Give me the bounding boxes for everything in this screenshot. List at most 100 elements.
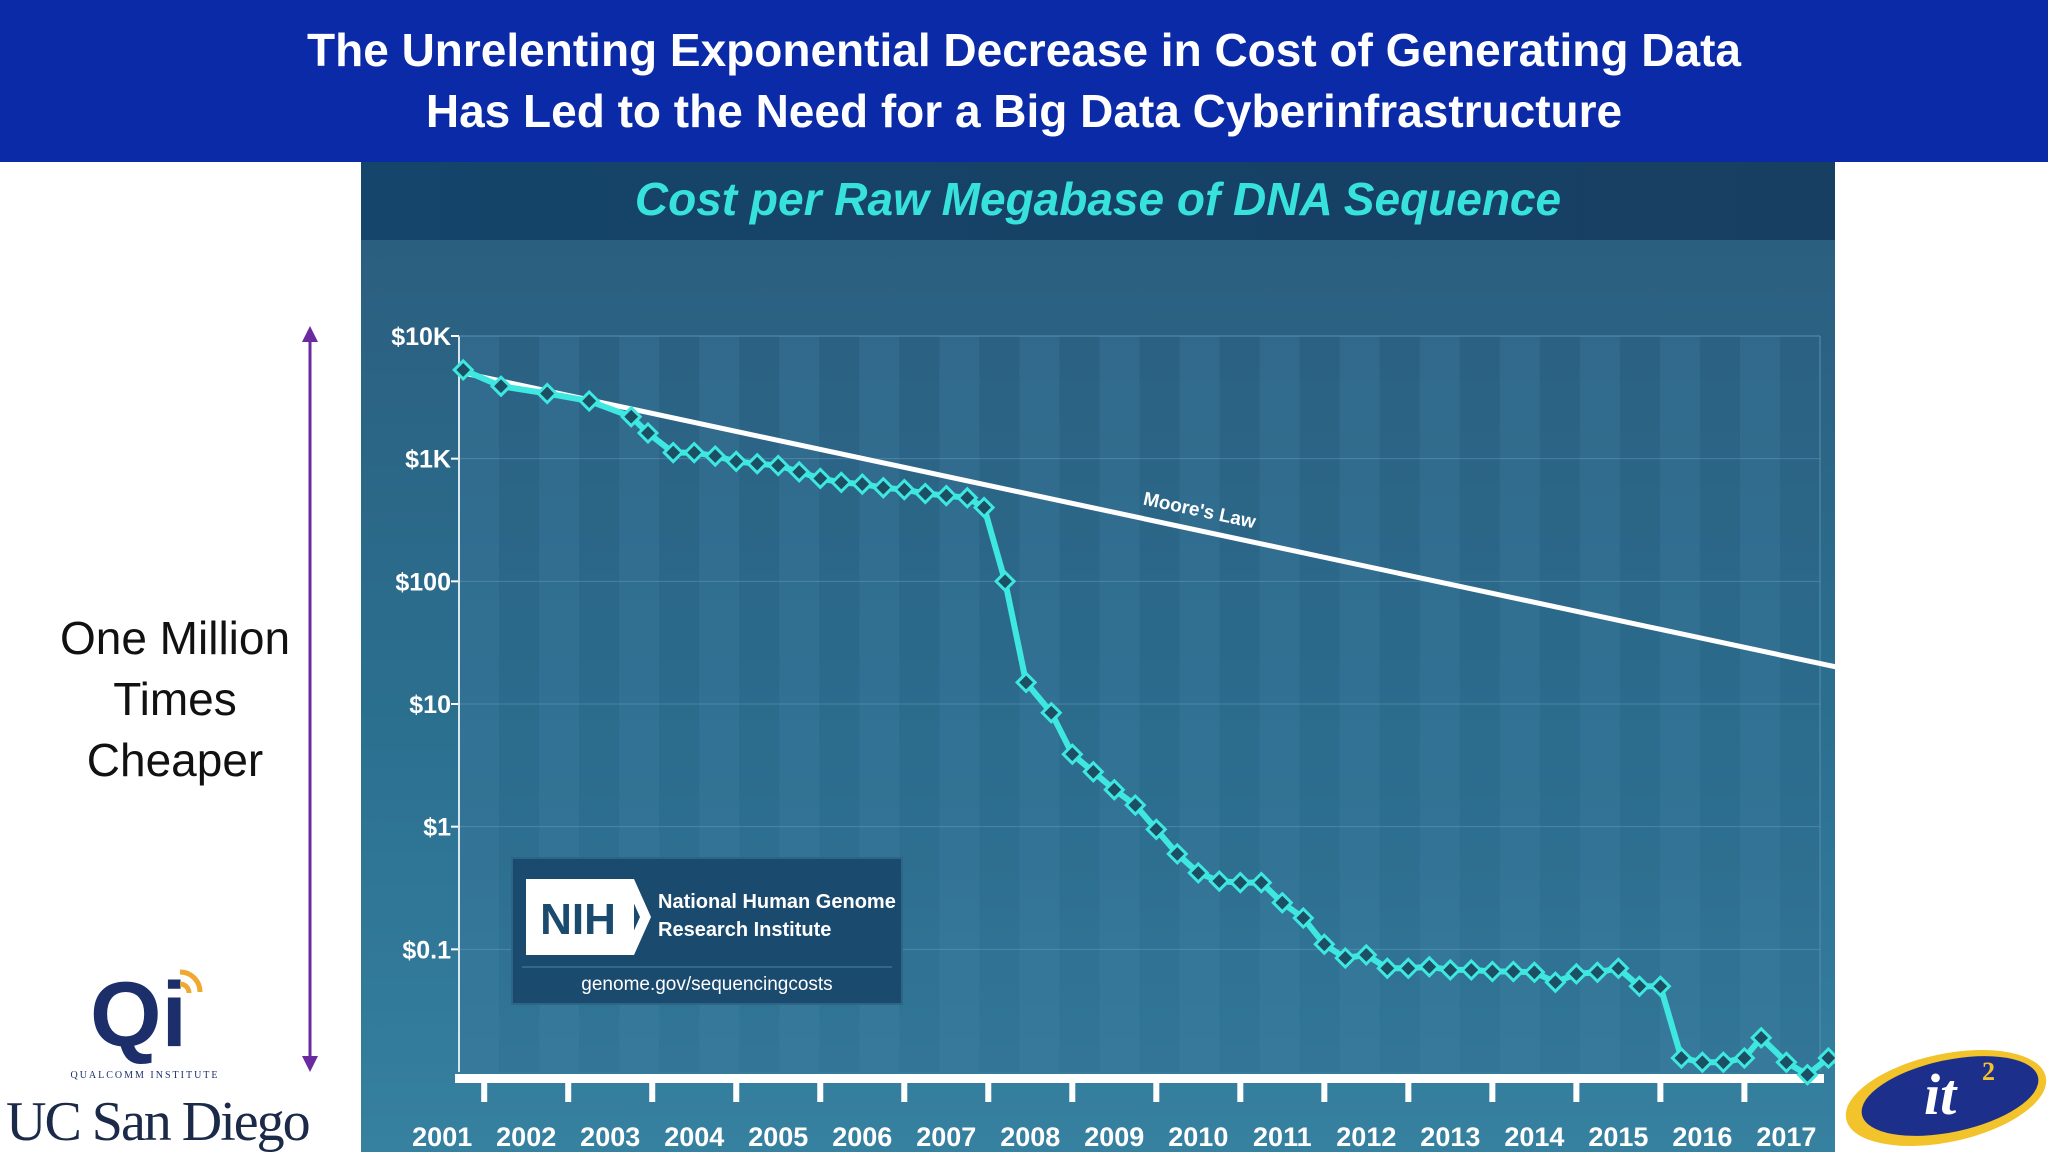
data-point-marker bbox=[1187, 861, 1210, 885]
data-point-marker bbox=[1124, 793, 1147, 817]
x-tick bbox=[649, 1074, 656, 1102]
data-point-marker bbox=[1334, 946, 1357, 970]
data-point-marker bbox=[1103, 778, 1126, 801]
data-point-marker bbox=[809, 467, 832, 490]
it2-logo: it 2 bbox=[1845, 1050, 2047, 1146]
nih-logo-chevron bbox=[623, 879, 651, 955]
x-tick-label: 2004 bbox=[664, 1122, 724, 1152]
data-point-marker bbox=[993, 570, 1017, 593]
data-point-marker bbox=[1750, 1026, 1773, 1049]
x-tick-label: 2016 bbox=[1672, 1122, 1732, 1152]
x-tick-label: 2007 bbox=[916, 1122, 976, 1152]
data-point-marker bbox=[893, 478, 916, 501]
qi-logo-text: Qi bbox=[90, 964, 187, 1066]
data-point-marker bbox=[1670, 1046, 1693, 1070]
x-tick-label: 2001 bbox=[412, 1122, 472, 1152]
data-point-marker bbox=[914, 482, 937, 505]
data-point-marker bbox=[1628, 975, 1651, 998]
data-point-marker bbox=[830, 471, 853, 494]
signal-icon bbox=[179, 969, 203, 993]
data-point-marker bbox=[1250, 871, 1273, 894]
data-point-marker bbox=[1229, 871, 1252, 894]
data-point-marker bbox=[1208, 869, 1231, 893]
ucsd-logo: UC San Diego bbox=[6, 1091, 311, 1153]
data-point-marker bbox=[1397, 957, 1420, 980]
data-point-marker bbox=[1481, 960, 1504, 983]
data-point-marker bbox=[1775, 1051, 1798, 1074]
x-tick-label: 2015 bbox=[1588, 1122, 1648, 1152]
x-tick bbox=[565, 1074, 572, 1102]
data-point-marker bbox=[536, 382, 559, 405]
y-tick-label: $100 bbox=[395, 568, 451, 596]
data-point-marker bbox=[1355, 943, 1378, 967]
x-tick bbox=[1573, 1074, 1580, 1102]
data-point-marker bbox=[1523, 961, 1546, 984]
data-point-marker bbox=[704, 444, 727, 468]
data-point-marker bbox=[1145, 818, 1168, 841]
x-tick-label: 2006 bbox=[832, 1122, 892, 1152]
nih-logo-text: NIH bbox=[540, 895, 616, 944]
column-band bbox=[939, 336, 980, 1072]
x-tick bbox=[1741, 1074, 1748, 1102]
slide-title-banner: The Unrelenting Exponential Decrease in … bbox=[0, 0, 2048, 162]
column-band bbox=[1179, 336, 1220, 1072]
x-tick bbox=[1321, 1074, 1328, 1102]
data-point-marker bbox=[1565, 962, 1588, 986]
nih-org-line2: Research Institute bbox=[658, 919, 831, 941]
x-tick bbox=[1489, 1074, 1496, 1102]
annotation-line1: One Million bbox=[59, 612, 291, 664]
data-point-marker bbox=[1712, 1051, 1735, 1074]
x-tick-label: 2002 bbox=[496, 1122, 556, 1152]
x-tick bbox=[1069, 1074, 1076, 1102]
y-tick-label: $1 bbox=[423, 814, 451, 842]
column-band bbox=[1659, 336, 1700, 1072]
chart-title-bar bbox=[361, 162, 1835, 240]
data-point-marker bbox=[956, 486, 979, 509]
chart-panel: Cost per Raw Megabase of DNA Sequence $1… bbox=[361, 162, 1835, 1152]
x-tick-label: 2012 bbox=[1336, 1122, 1396, 1152]
nih-logo-box bbox=[526, 879, 634, 955]
x-tick bbox=[1657, 1074, 1664, 1102]
x-tick-label: 2013 bbox=[1420, 1122, 1480, 1152]
savings-annotation: One Million Times Cheaper bbox=[30, 608, 320, 791]
data-point-marker bbox=[725, 450, 748, 473]
column-band bbox=[1419, 336, 1460, 1072]
column-band bbox=[1099, 336, 1140, 1072]
data-point-marker bbox=[1607, 957, 1630, 980]
x-tick bbox=[1405, 1074, 1412, 1102]
annotation-line2: Times bbox=[113, 673, 237, 725]
x-tick-label: 2005 bbox=[748, 1122, 808, 1152]
annotation-line3: Cheaper bbox=[86, 734, 264, 786]
data-point-marker bbox=[489, 375, 513, 398]
data-point-marker bbox=[1733, 1046, 1756, 1070]
range-arrow bbox=[302, 326, 318, 1072]
data-point-marker bbox=[1418, 955, 1441, 978]
x-tick bbox=[1237, 1074, 1244, 1102]
x-tick-label: 2017 bbox=[1756, 1122, 1816, 1152]
data-point-marker bbox=[1061, 743, 1084, 766]
data-point-marker bbox=[872, 476, 895, 499]
x-tick-label: 2009 bbox=[1084, 1122, 1144, 1152]
it2-logo-sup: 2 bbox=[1982, 1057, 1995, 1086]
data-point-marker bbox=[1502, 960, 1525, 983]
y-tick-label: $10 bbox=[409, 691, 451, 719]
data-point-marker bbox=[767, 454, 790, 477]
data-point-marker bbox=[1166, 842, 1189, 866]
x-tick-label: 2011 bbox=[1253, 1122, 1312, 1152]
data-point-marker bbox=[1649, 975, 1672, 998]
data-point-marker bbox=[851, 472, 874, 496]
data-point-marker bbox=[935, 484, 958, 507]
data-point-marker bbox=[1376, 957, 1399, 980]
data-point-marker bbox=[1544, 971, 1567, 994]
cost-chart: $10K $1K $100 $10 $1 $0.1 2001 2002 2003 2004 200… bbox=[391, 323, 1835, 1152]
x-tick-label: 2008 bbox=[1000, 1122, 1060, 1152]
data-point-marker bbox=[1313, 933, 1336, 956]
data-point-marker bbox=[1082, 760, 1105, 783]
data-point-marker bbox=[662, 441, 685, 464]
x-tick bbox=[901, 1074, 908, 1102]
data-point-marker bbox=[636, 421, 660, 445]
x-tick-label: 2010 bbox=[1168, 1122, 1228, 1152]
data-point-marker bbox=[1586, 961, 1609, 984]
column-band bbox=[1259, 336, 1300, 1072]
data-point-marker bbox=[683, 441, 706, 464]
